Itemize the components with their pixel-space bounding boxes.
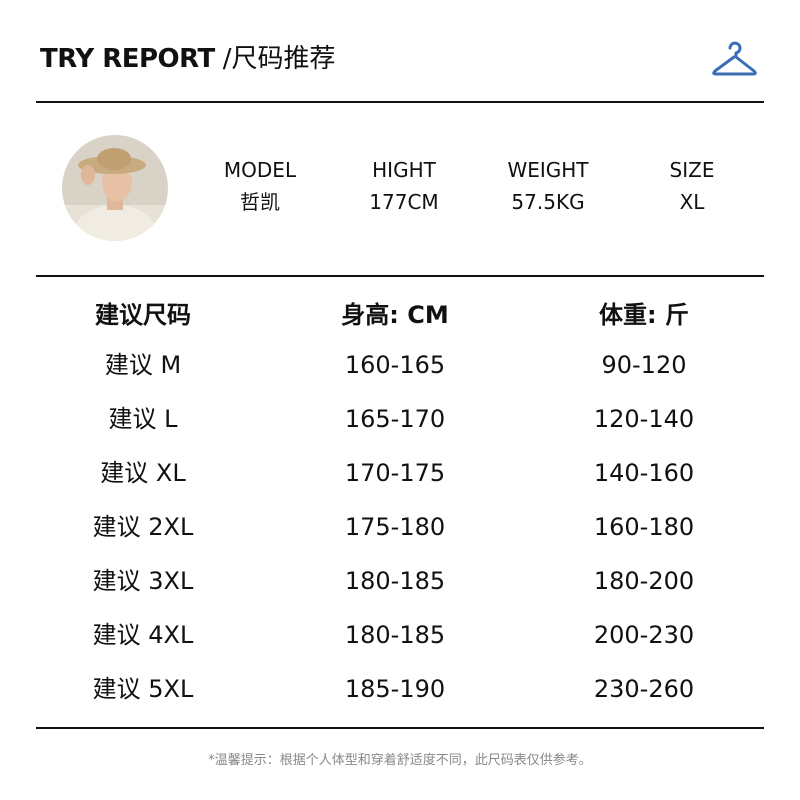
model-weight-column: WEIGHT 57.5KG	[478, 154, 618, 218]
table-row: 建议 M 160-165 90-120	[0, 345, 800, 385]
height-value: 177CM	[369, 190, 439, 214]
size-value: XL	[679, 190, 705, 214]
cell-height: 175-180	[344, 513, 446, 541]
size-label: SIZE	[669, 158, 715, 182]
table-row: 建议 4XL 180-185 200-230	[0, 615, 800, 655]
cell-size: 建议 XL	[100, 459, 186, 487]
hanger-icon	[712, 41, 757, 76]
cell-size: 建议 5XL	[92, 675, 194, 703]
cell-size: 建议 2XL	[92, 513, 194, 541]
height-label: HIGHT	[372, 158, 436, 182]
header-size: 建议尺码	[95, 301, 191, 329]
cell-size: 建议 M	[104, 351, 182, 379]
cell-height: 180-185	[344, 621, 446, 649]
divider-top	[36, 101, 764, 103]
footnote: *温馨提示：根据个人体型和穿着舒适度不同，此尺码表仅供参考。	[208, 753, 592, 768]
cell-height: 160-165	[344, 351, 446, 379]
table-row: 建议 L 165-170 120-140	[0, 399, 800, 439]
model-name-column: MODEL 哲凯	[190, 154, 330, 218]
weight-label: WEIGHT	[507, 158, 589, 182]
cell-weight: 160-180	[593, 513, 695, 541]
title-chinese: /尺码推荐	[222, 44, 336, 74]
cell-weight: 200-230	[593, 621, 695, 649]
cell-size: 建议 L	[108, 405, 178, 433]
cell-weight: 120-140	[593, 405, 695, 433]
title-english: TRY REPORT	[40, 44, 215, 74]
table-row: 建议 5XL 185-190 230-260	[0, 669, 800, 709]
cell-height: 180-185	[344, 567, 446, 595]
cell-size: 建议 3XL	[92, 567, 194, 595]
cell-height: 170-175	[344, 459, 446, 487]
cell-height: 165-170	[344, 405, 446, 433]
divider-middle	[36, 275, 764, 277]
cell-weight: 180-200	[593, 567, 695, 595]
page-title: TRY REPORT/尺码推荐	[40, 38, 336, 75]
header-height: 身高: CM	[341, 301, 449, 329]
cell-size: 建议 4XL	[92, 621, 194, 649]
cell-weight: 230-260	[593, 675, 695, 703]
cell-weight: 90-120	[601, 351, 687, 379]
header-weight: 体重: 斤	[599, 301, 689, 329]
divider-bottom	[36, 727, 764, 729]
weight-value: 57.5KG	[511, 190, 585, 214]
table-row: 建议 XL 170-175 140-160	[0, 453, 800, 493]
model-height-column: HIGHT 177CM	[334, 154, 474, 218]
avatar	[62, 135, 168, 241]
model-value: 哲凯	[240, 190, 280, 214]
table-row: 建议 2XL 175-180 160-180	[0, 507, 800, 547]
model-size-column: SIZE XL	[622, 154, 762, 218]
model-label: MODEL	[223, 158, 297, 182]
cell-weight: 140-160	[593, 459, 695, 487]
table-header: 建议尺码 身高: CM 体重: 斤	[0, 295, 800, 335]
table-row: 建议 3XL 180-185 180-200	[0, 561, 800, 601]
cell-height: 185-190	[344, 675, 446, 703]
